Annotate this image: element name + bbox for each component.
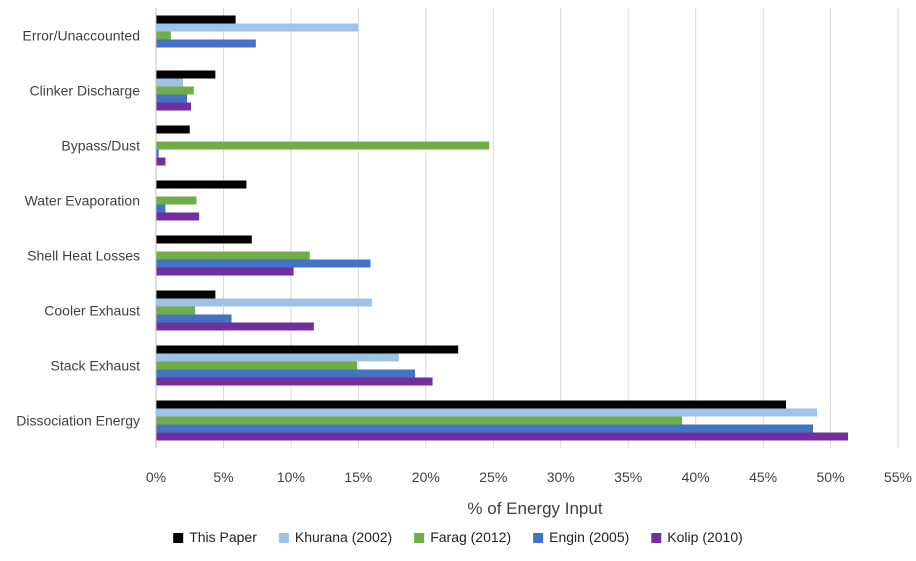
bar (156, 259, 371, 268)
legend-swatch (533, 533, 544, 543)
bar (156, 314, 232, 323)
bar (156, 23, 359, 32)
category-label: Error/Unaccounted (22, 28, 140, 44)
legend-swatch (414, 533, 425, 543)
x-tick-label: 20% (412, 469, 440, 485)
bar (156, 251, 310, 260)
legend-swatch (651, 533, 662, 543)
legend-label: This Paper (189, 529, 257, 545)
bar (156, 369, 416, 378)
category-label: Stack Exhaust (51, 358, 141, 374)
category-label: Cooler Exhaust (44, 303, 140, 319)
bar (156, 157, 166, 166)
x-tick-labels: 0% 5% 10% 15% 20% 25% 30% 35% 40% 45% 50% 55% (146, 469, 912, 485)
bar (156, 353, 399, 362)
x-tick-label: 30% (547, 469, 575, 485)
bar (156, 400, 787, 409)
category-label: Shell Heat Losses (27, 248, 140, 264)
x-tick-label: 55% (884, 469, 912, 485)
x-tick-label: 35% (614, 469, 642, 485)
x-tick-label: 10% (277, 469, 305, 485)
legend-swatch (173, 533, 184, 543)
category-label: Bypass/Dust (61, 138, 140, 154)
bar (156, 290, 216, 299)
bar (156, 267, 294, 276)
bar (156, 125, 190, 134)
bar (156, 377, 433, 386)
bar (156, 408, 818, 417)
category-labels: Error/Unaccounted Clinker Discharge Bypass… (16, 28, 140, 429)
bar (156, 416, 683, 425)
bar (156, 141, 490, 150)
bar (156, 94, 188, 103)
x-tick-label: 15% (344, 469, 372, 485)
legend-label: Engin (2005) (549, 529, 629, 545)
bars (156, 15, 849, 441)
bar (156, 212, 200, 221)
x-tick-label: 45% (749, 469, 777, 485)
bar (156, 204, 166, 213)
bar (156, 322, 314, 331)
category-label: Dissociation Energy (16, 413, 140, 429)
bar (156, 86, 194, 95)
bar (156, 424, 814, 433)
bar (156, 70, 216, 79)
bar (156, 180, 247, 189)
x-tick-label: 5% (213, 469, 233, 485)
bar (156, 235, 252, 244)
legend-label: Farag (2012) (430, 529, 511, 545)
x-tick-label: 25% (479, 469, 507, 485)
x-tick-label: 50% (817, 469, 845, 485)
x-tick-label: 40% (682, 469, 710, 485)
legend-swatch (278, 533, 289, 543)
bar (156, 31, 171, 40)
bar (156, 361, 358, 370)
category-label: Clinker Discharge (30, 83, 141, 99)
legend-label: Kolip (2010) (667, 529, 743, 545)
bar (156, 345, 459, 354)
bar (156, 149, 159, 158)
legend-label: Khurana (2002) (295, 529, 392, 545)
bar (156, 196, 197, 205)
legend: This Paper Khurana (2002) Farag (2012) Engi… (173, 529, 743, 545)
gridlines (222, 8, 899, 448)
bar (156, 78, 183, 87)
bar (156, 15, 236, 24)
x-tick-label: 0% (146, 469, 166, 485)
x-axis-title: % of Energy Input (467, 499, 602, 518)
bar (156, 298, 372, 307)
bar (156, 432, 849, 441)
bar (156, 102, 192, 111)
bar (156, 306, 196, 315)
bar (156, 39, 256, 48)
category-label: Water Evaporation (25, 193, 140, 209)
